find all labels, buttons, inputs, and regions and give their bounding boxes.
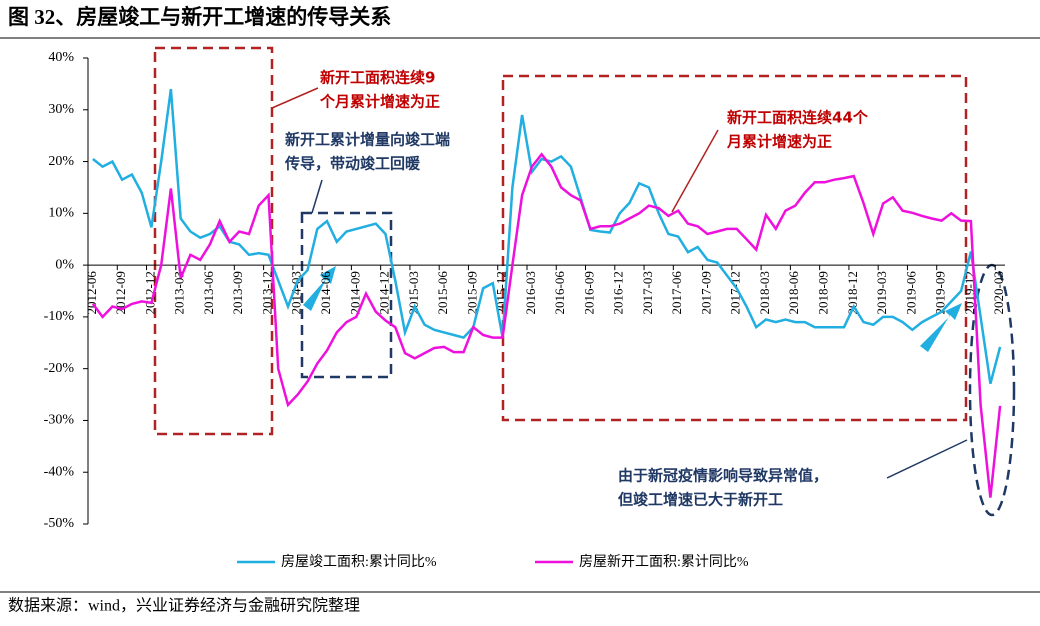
y-tick-label: 0%: [55, 257, 74, 272]
x-tick-label: 2014-12: [377, 271, 392, 314]
y-tick-label: -50%: [44, 516, 75, 531]
arrow: [920, 303, 962, 352]
x-tick-label: 2014-03: [289, 271, 304, 314]
y-tick-label: -40%: [44, 464, 75, 479]
annotation: 月累计增速为正: [726, 133, 832, 151]
y-tick-label: -20%: [44, 361, 75, 376]
x-tick-label: 2014-09: [347, 271, 362, 314]
x-tick-label: 2015-09: [464, 271, 479, 314]
arrows: [303, 266, 962, 352]
x-tick-label: 2019-03: [874, 271, 889, 314]
x-tick-label: 2019-09: [933, 271, 948, 314]
arrow: [303, 266, 336, 311]
callout-line: [671, 129, 719, 213]
x-tick-label: 2017-06: [669, 271, 684, 315]
y-tick-label: 30%: [48, 102, 74, 117]
series-line: [91, 152, 1002, 498]
legend-label: 房屋新开工面积:累计同比%: [579, 554, 749, 570]
x-tick-label: 2014-06: [318, 271, 333, 315]
legend-label: 房屋竣工面积:累计同比%: [281, 554, 437, 570]
x-tick-label: 2016-09: [581, 271, 596, 314]
x-tick-label: 2018-12: [845, 271, 860, 314]
annotation: 个月累计增速为正: [319, 93, 440, 111]
annotation: 新开工累计增量向竣工端: [285, 131, 450, 149]
y-tick-label: 20%: [48, 154, 74, 169]
x-tick-label: 2015-03: [406, 271, 421, 314]
x-tick-label: 2016-06: [552, 271, 567, 315]
x-tick-label: 2018-03: [757, 271, 772, 314]
chart-title: 图 32、房屋竣工与新开工增速的传导关系: [8, 5, 391, 29]
x-tick-label: 2018-06: [786, 271, 801, 315]
callout-line: [886, 439, 968, 479]
x-tick-label: 2018-09: [816, 271, 831, 314]
x-tick-label: 2017-03: [640, 271, 655, 314]
y-tick-label: 10%: [48, 206, 74, 221]
x-tick-label: 2013-06: [201, 271, 216, 315]
x-tick-label: 2013-09: [230, 271, 245, 314]
x-tick-label: 2020-03: [991, 271, 1006, 314]
x-tick-label: 2016-03: [523, 271, 538, 314]
y-tick-label: -10%: [44, 309, 75, 324]
x-tick-label: 2012-06: [84, 271, 99, 315]
callout-line: [271, 87, 319, 109]
x-tick-label: 2012-09: [113, 271, 128, 314]
annotation: 传导，带动竣工回暖: [284, 155, 421, 173]
callout-lines: [271, 87, 968, 479]
callout-line: [311, 179, 323, 214]
x-tick-label: 2019-06: [903, 271, 918, 315]
highlight-box: [300, 211, 393, 379]
annotation: 由于新冠疫情影响导致异常值，: [618, 467, 828, 485]
y-tick-label: 40%: [48, 50, 74, 65]
annotation: 但竣工增速已大于新开工: [617, 491, 783, 509]
source: 数据来源：wind，兴业证券经济与金融研究院整理: [8, 597, 360, 615]
annotation: 新开工面积连续44个: [727, 109, 869, 127]
x-tick-label: 2013-03: [172, 271, 187, 314]
x-tick-label: 2017-09: [698, 271, 713, 314]
x-tick-label: 2016-12: [611, 271, 626, 314]
x-tick-label: 2013-12: [259, 271, 274, 314]
annotation: 新开工面积连续9: [320, 69, 435, 87]
highlight-box: [501, 74, 968, 422]
x-tick-label: 2012-12: [142, 271, 157, 314]
series-line: [92, 88, 1002, 385]
x-tick-label: 2015-06: [435, 271, 450, 315]
y-tick-label: -30%: [44, 413, 75, 428]
